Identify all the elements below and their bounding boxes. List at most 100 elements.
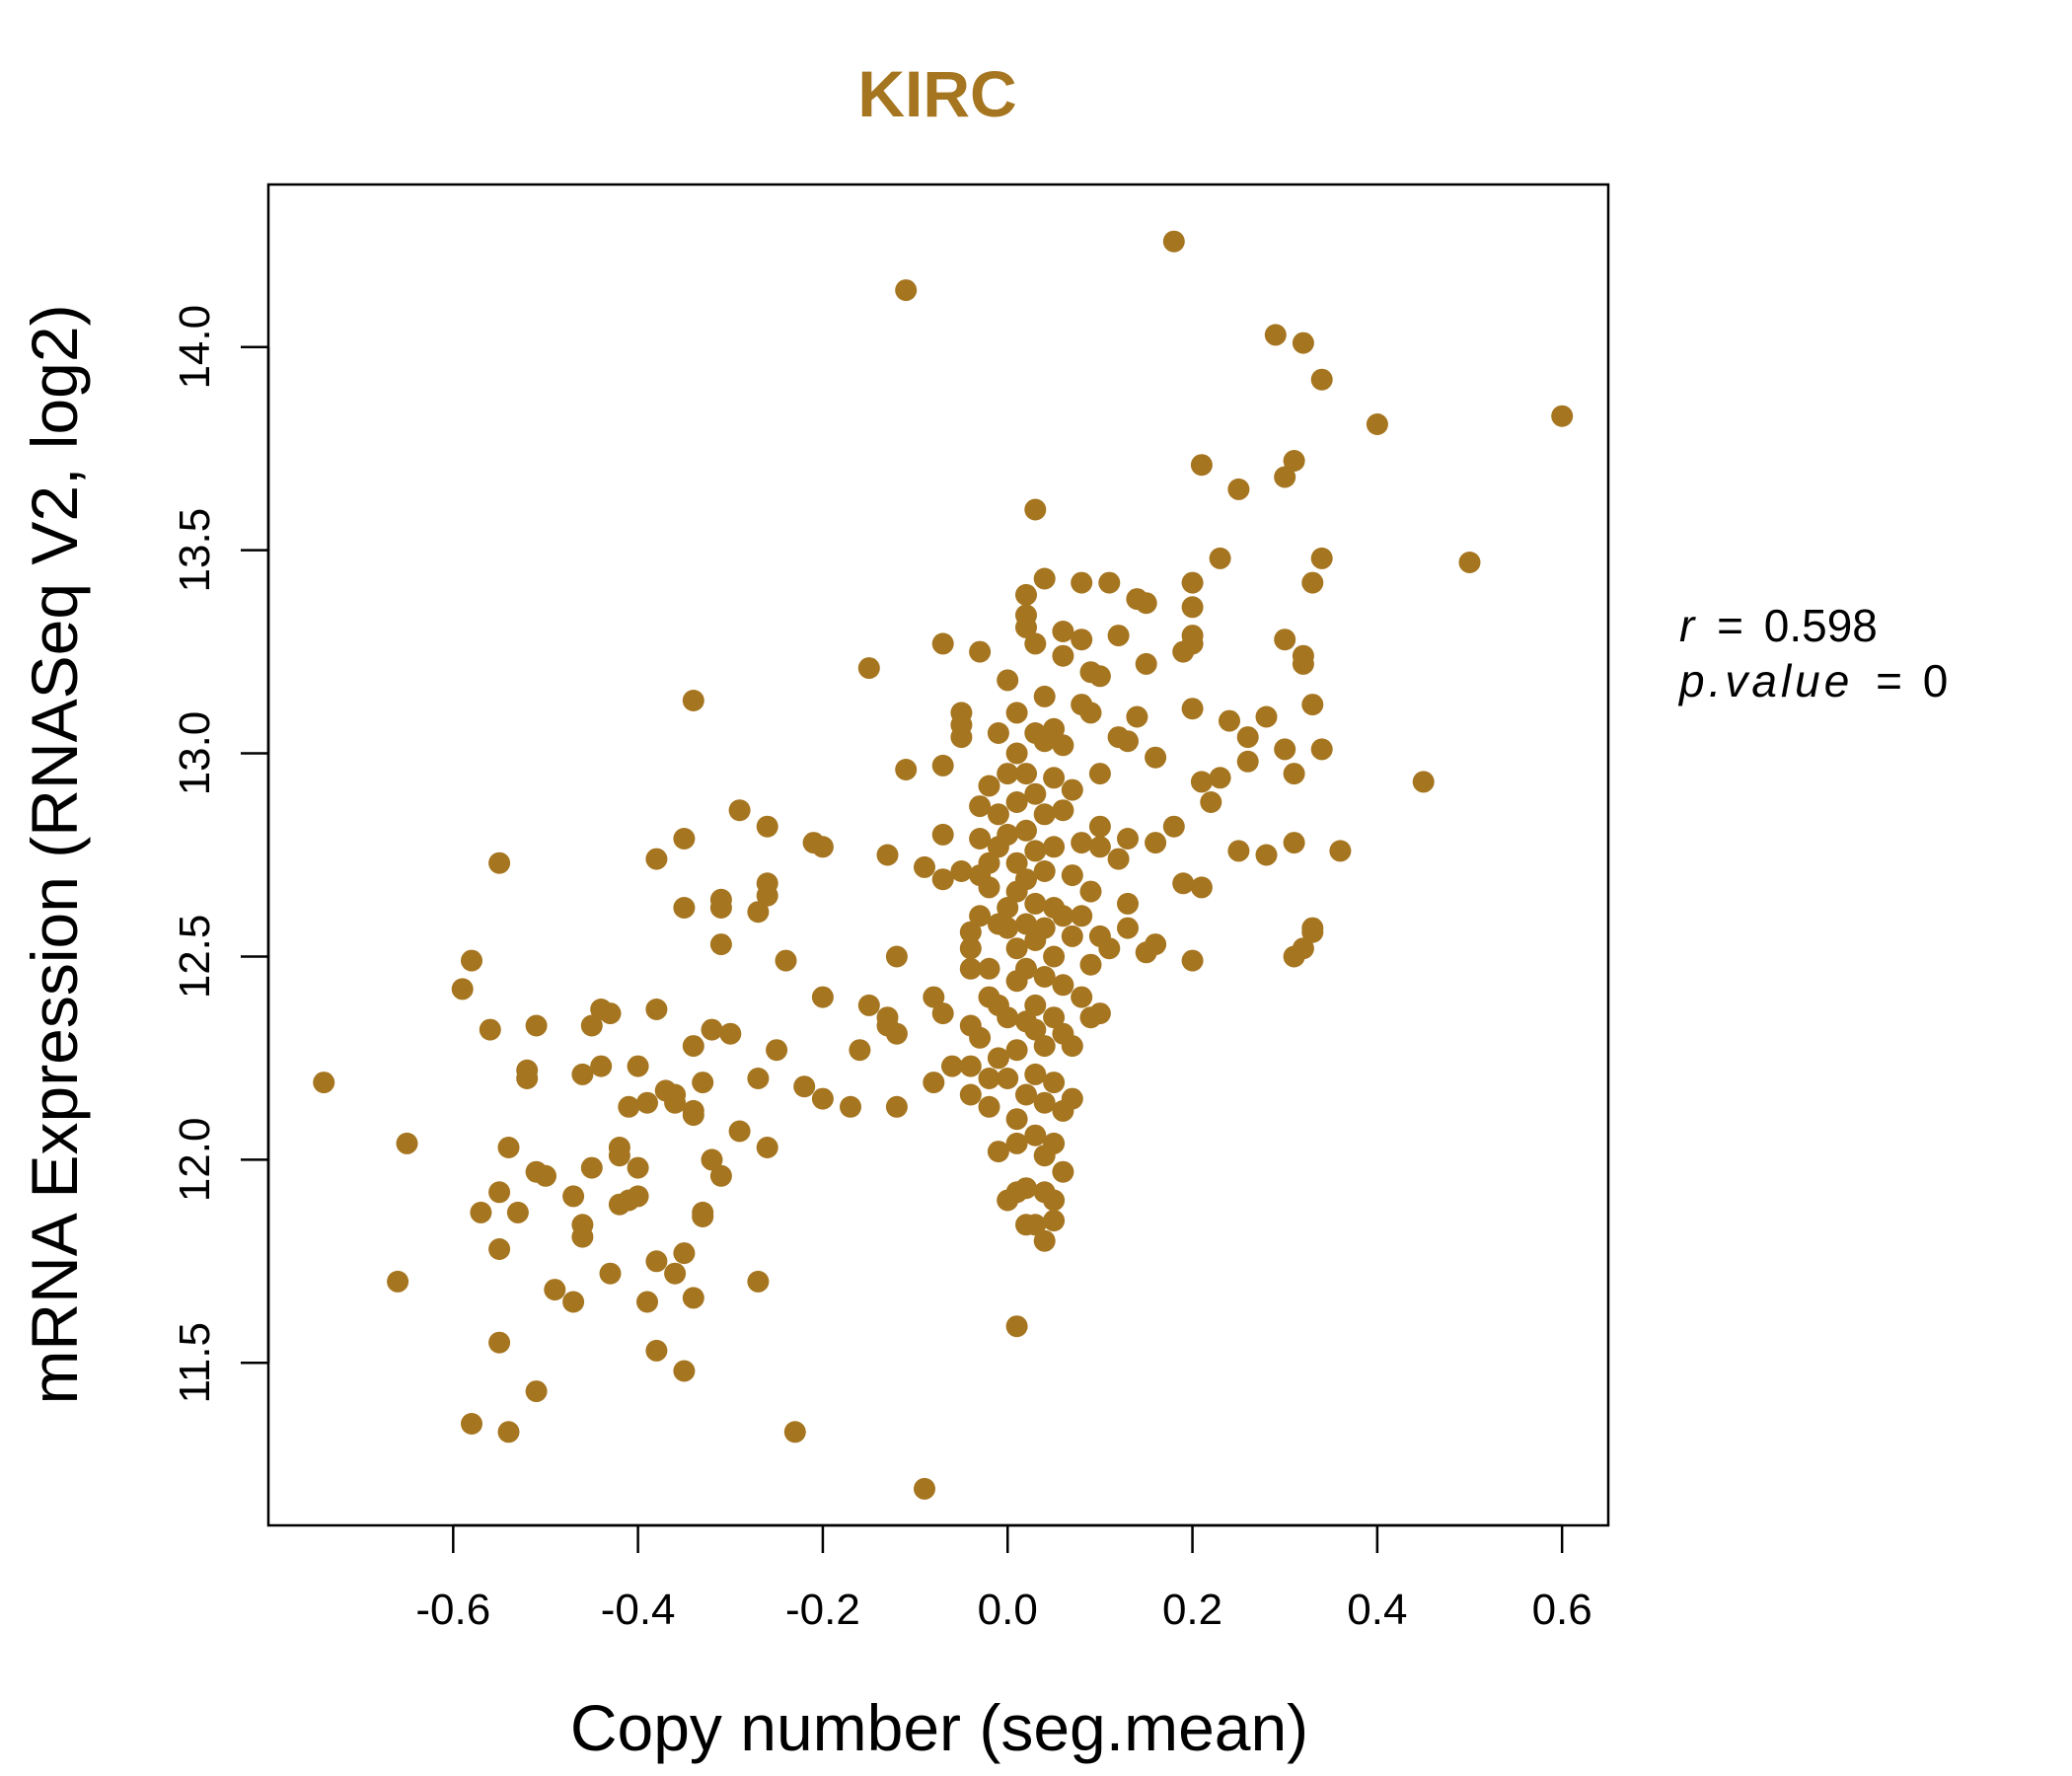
y-tick-label: 13.5 [171, 508, 219, 593]
data-point [783, 1421, 806, 1443]
data-point [950, 726, 973, 749]
data-point [885, 945, 908, 968]
data-point [627, 1055, 649, 1077]
data-point [1052, 799, 1074, 822]
data-point [709, 897, 732, 919]
data-point [885, 1095, 908, 1118]
data-point [1061, 1035, 1083, 1058]
data-point [876, 1006, 899, 1029]
data-point [1024, 892, 1047, 915]
data-point [1033, 1035, 1056, 1058]
data-point [1088, 763, 1111, 785]
data-point [1061, 778, 1083, 801]
data-point [1024, 632, 1047, 655]
data-point [811, 836, 834, 858]
data-point [1088, 815, 1111, 838]
data-point [1043, 1189, 1066, 1212]
data-point [1162, 815, 1185, 838]
data-point [1061, 864, 1083, 887]
data-point [1015, 1083, 1037, 1106]
data-point [959, 921, 982, 943]
x-tick-label: -0.6 [415, 1586, 490, 1634]
data-point [1033, 803, 1056, 826]
data-point [1145, 746, 1167, 769]
data-point [488, 1181, 511, 1204]
data-point [997, 1006, 1019, 1029]
data-point [1024, 1063, 1047, 1085]
data-point [1005, 851, 1028, 874]
data-point [1033, 860, 1056, 882]
y-tick-label: 13.0 [171, 711, 219, 796]
data-point [1107, 848, 1130, 870]
data-point [1015, 763, 1037, 785]
data-point [1043, 836, 1066, 858]
data-point [1135, 592, 1157, 615]
data-point [488, 1331, 511, 1354]
data-point [1117, 892, 1139, 915]
data-point [1274, 629, 1296, 651]
data-point [1005, 937, 1028, 960]
data-point [1283, 763, 1305, 785]
data-point [396, 1132, 418, 1154]
data-point [1005, 1108, 1028, 1131]
data-point [978, 851, 1000, 874]
data-point [1033, 1229, 1056, 1252]
data-point [1005, 1039, 1028, 1062]
data-point [1117, 730, 1139, 753]
data-point [1024, 1018, 1047, 1041]
data-point [1255, 705, 1278, 728]
data-point [636, 1091, 658, 1114]
data-point [1098, 571, 1121, 594]
data-point [1052, 905, 1074, 927]
data-point [599, 1002, 622, 1025]
data-point [1190, 876, 1213, 899]
data-point [987, 722, 1009, 744]
data-point [1209, 547, 1231, 569]
data-point [701, 1018, 723, 1041]
data-point [313, 1072, 335, 1094]
data-point [950, 860, 973, 882]
data-point [997, 669, 1019, 692]
data-point [1117, 917, 1139, 939]
y-axis-label: mRNA Expression (RNASeq V2, log2) [18, 304, 91, 1404]
y-tick-label: 12.5 [171, 915, 219, 999]
data-point [719, 1022, 742, 1045]
data-point [1033, 1091, 1056, 1114]
data-point [1301, 921, 1324, 943]
data-point [1181, 571, 1204, 594]
data-point [1015, 913, 1037, 935]
data-point [876, 844, 899, 866]
data-point [811, 1087, 834, 1110]
data-point [645, 1250, 668, 1273]
data-point [627, 1156, 649, 1179]
data-point [969, 828, 992, 850]
data-point [599, 1262, 622, 1285]
plot-frame [266, 183, 1610, 1527]
y-tick-label: 14.0 [171, 305, 219, 390]
data-point [1043, 1132, 1066, 1154]
data-point [645, 999, 668, 1020]
data-point [997, 897, 1019, 919]
data-point [914, 855, 935, 878]
data-point [1107, 625, 1130, 647]
data-point [1071, 905, 1093, 927]
data-point [562, 1291, 585, 1313]
data-point [1366, 413, 1388, 435]
data-point [1310, 547, 1333, 569]
data-point [969, 640, 992, 663]
data-point [506, 1201, 529, 1223]
x-tick-label: -0.2 [785, 1586, 860, 1634]
data-point [1181, 949, 1204, 972]
data-point [931, 868, 954, 891]
data-point [1024, 1124, 1047, 1147]
data-point [1005, 702, 1028, 724]
data-point [470, 1201, 492, 1223]
data-point [1052, 621, 1074, 642]
data-point [673, 1360, 696, 1382]
data-point [923, 986, 945, 1008]
data-point [1117, 828, 1139, 850]
data-point [1033, 685, 1056, 707]
data-point [1551, 405, 1574, 427]
data-point [692, 1201, 714, 1223]
data-point [885, 1022, 908, 1045]
